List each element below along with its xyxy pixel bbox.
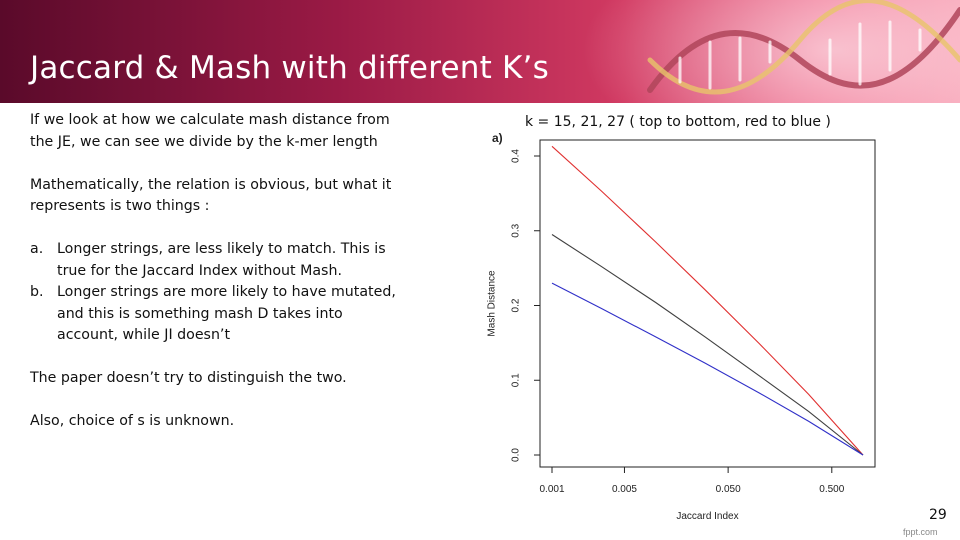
x-tick-label: 0.500 bbox=[819, 484, 844, 495]
y-axis-label: Mash Distance bbox=[487, 270, 498, 337]
series-line-k27 bbox=[551, 282, 864, 456]
series-line-k15 bbox=[551, 145, 864, 456]
y-tick-label: 0.1 bbox=[511, 373, 522, 387]
list-marker: b. bbox=[30, 284, 44, 300]
paragraph: If we look at how we calculate mash dist… bbox=[30, 112, 390, 150]
series-line-k21 bbox=[551, 234, 864, 456]
list-item: b. Longer strings are more likely to have… bbox=[30, 282, 400, 347]
paragraph: Also, choice of s is unknown. bbox=[30, 413, 235, 429]
list-marker: a. bbox=[30, 241, 44, 257]
x-tick-label: 0.050 bbox=[716, 484, 741, 495]
brand-logo: fppt.com bbox=[903, 527, 938, 537]
plot-frame bbox=[539, 139, 876, 468]
page-title: Jaccard & Mash with different K’s bbox=[30, 50, 549, 86]
point-list: a. Longer strings, are less likely to mat… bbox=[30, 239, 400, 347]
chart-caption: k = 15, 21, 27 ( top to bottom, red to b… bbox=[525, 114, 831, 130]
paragraph: Mathematically, the relation is obvious,… bbox=[30, 176, 392, 215]
list-item-text: Longer strings are more likely to have m… bbox=[57, 284, 396, 343]
paragraph: The paper doesn’t try to distinguish the… bbox=[30, 370, 347, 386]
title-banner: Jaccard & Mash with different K’s bbox=[0, 0, 960, 103]
x-axis-label: Jaccard Index bbox=[676, 511, 738, 522]
dna-helix-icon bbox=[647, 0, 960, 95]
x-tick-label: 0.001 bbox=[539, 484, 564, 495]
y-tick-label: 0.2 bbox=[511, 298, 522, 312]
page-number: 29 bbox=[929, 507, 947, 523]
y-tick-label: 0.4 bbox=[511, 149, 522, 163]
panel-label: a) bbox=[492, 131, 503, 145]
x-tick-label: 0.005 bbox=[612, 484, 637, 495]
y-tick-label: 0.0 bbox=[511, 448, 522, 462]
body-text: If we look at how we calculate mash dist… bbox=[30, 110, 400, 454]
list-item: a. Longer strings, are less likely to mat… bbox=[30, 239, 400, 282]
list-item-text: Longer strings, are less likely to match… bbox=[57, 241, 386, 279]
mash-distance-chart: a) 0.0 0.1 0.2 0.3 0.4 0.001 0.005 0.050 0.500 Jac… bbox=[487, 131, 876, 522]
y-tick-label: 0.3 bbox=[511, 223, 522, 237]
